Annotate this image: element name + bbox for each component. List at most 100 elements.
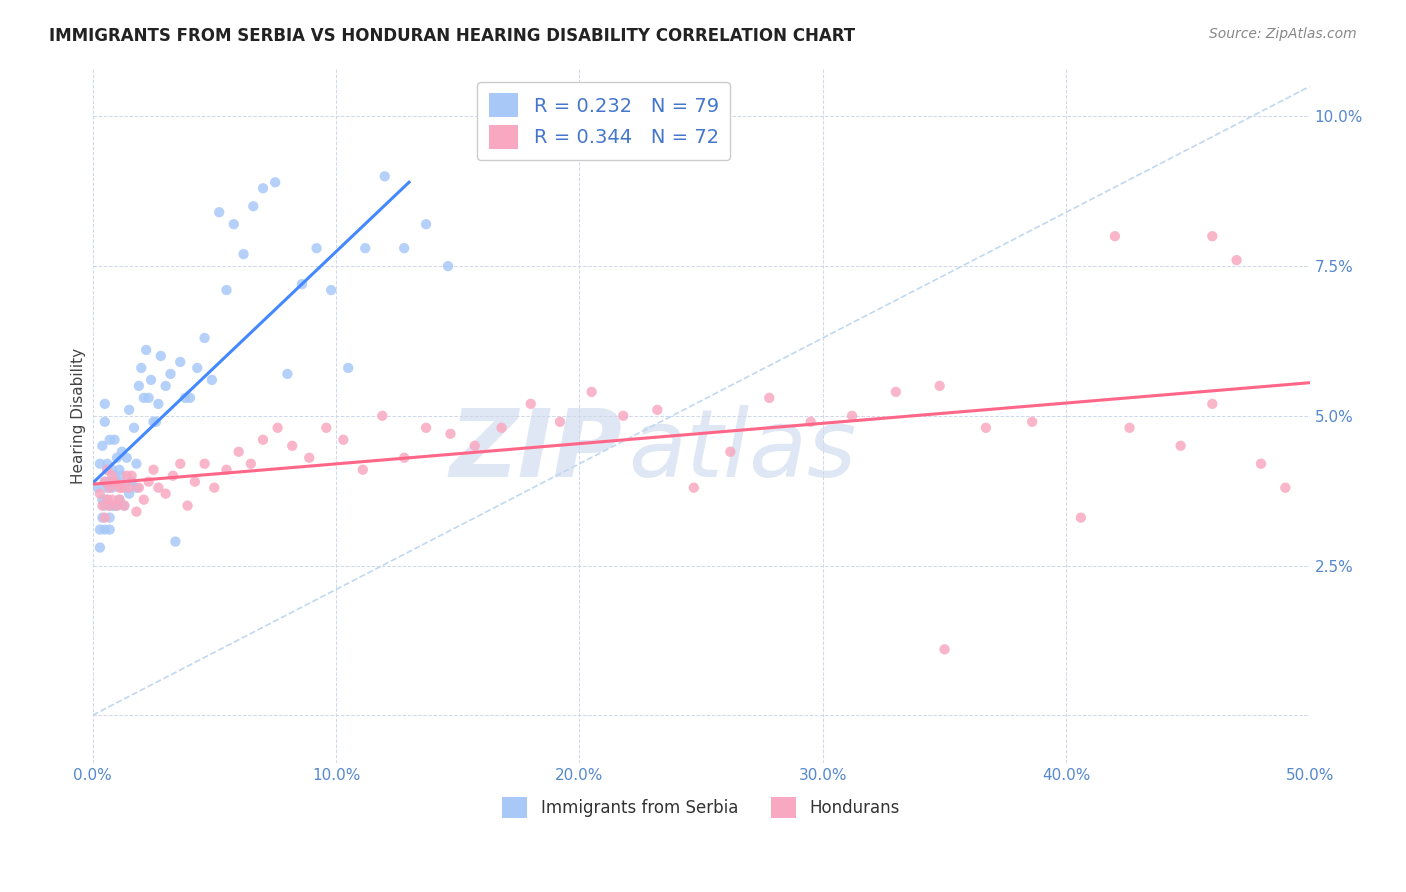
Point (1201, 229, 1223, 244)
Point (437, 259, 460, 273)
Point (612, 409, 634, 423)
Point (682, 481, 704, 495)
Point (1021, 415, 1043, 429)
Point (276, 367, 298, 381)
Point (101, 481, 124, 495)
Point (179, 391, 201, 405)
Point (96, 492, 118, 507)
Point (1250, 457, 1272, 471)
Point (105, 475, 128, 489)
Point (108, 492, 131, 507)
Point (98, 475, 121, 489)
Point (105, 450, 128, 465)
Text: Source: ZipAtlas.com: Source: ZipAtlas.com (1209, 27, 1357, 41)
Point (252, 433, 274, 447)
Point (392, 241, 415, 255)
Point (194, 331, 217, 345)
Point (94, 475, 117, 489)
Point (121, 468, 143, 483)
Point (103, 468, 125, 483)
Point (103, 433, 125, 447)
Point (138, 391, 160, 405)
Point (464, 439, 486, 453)
Point (118, 402, 141, 417)
Point (96, 492, 118, 507)
Point (1201, 397, 1223, 411)
Point (91, 439, 114, 453)
Point (415, 217, 437, 231)
Point (111, 444, 134, 458)
Point (1118, 421, 1140, 435)
Point (201, 373, 224, 387)
Point (101, 463, 124, 477)
Point (94, 475, 117, 489)
Point (125, 457, 148, 471)
Point (132, 492, 155, 507)
Point (142, 415, 165, 429)
Point (142, 463, 165, 477)
Point (159, 367, 181, 381)
Point (155, 486, 177, 500)
Point (96, 463, 118, 477)
Point (934, 642, 956, 657)
Point (96, 463, 118, 477)
Point (98, 499, 121, 513)
Point (176, 499, 198, 513)
Point (439, 426, 461, 441)
Point (108, 492, 131, 507)
Point (91, 492, 114, 507)
Point (96, 481, 118, 495)
Point (174, 391, 197, 405)
Point (884, 384, 907, 399)
Point (252, 181, 274, 195)
Point (169, 457, 191, 471)
Point (111, 481, 134, 495)
Point (1104, 229, 1126, 244)
Point (112, 481, 135, 495)
Point (298, 450, 321, 465)
Point (215, 283, 238, 297)
Point (291, 277, 314, 291)
Point (115, 468, 138, 483)
Point (332, 433, 354, 447)
Point (94, 397, 117, 411)
Point (91, 499, 114, 513)
Point (841, 409, 863, 423)
Text: IMMIGRANTS FROM SERBIA VS HONDURAN HEARING DISABILITY CORRELATION CHART: IMMIGRANTS FROM SERBIA VS HONDURAN HEARI… (49, 27, 855, 45)
Text: ZIP: ZIP (449, 405, 621, 497)
Point (105, 499, 128, 513)
Legend: Immigrants from Serbia, Hondurans: Immigrants from Serbia, Hondurans (495, 790, 907, 824)
Point (202, 481, 225, 495)
Point (354, 241, 377, 255)
Point (208, 205, 231, 219)
Point (222, 217, 245, 231)
Point (169, 355, 191, 369)
Point (315, 421, 337, 435)
Point (89, 523, 111, 537)
Point (1170, 439, 1192, 453)
Point (115, 450, 138, 465)
Point (89, 541, 111, 555)
Point (519, 397, 541, 411)
Point (165, 534, 187, 549)
Point (86, 481, 108, 495)
Point (96, 457, 118, 471)
Point (1070, 510, 1092, 524)
Point (162, 468, 184, 483)
Point (111, 468, 134, 483)
Point (128, 379, 150, 393)
Point (122, 421, 145, 435)
Point (94, 510, 117, 524)
Point (321, 283, 343, 297)
Point (194, 457, 217, 471)
Point (135, 343, 157, 357)
Point (239, 457, 262, 471)
Point (758, 391, 780, 405)
Point (186, 360, 208, 375)
Point (125, 481, 148, 495)
Point (1274, 481, 1296, 495)
Point (1226, 253, 1249, 268)
Point (800, 415, 823, 429)
Point (98, 499, 121, 513)
Point (305, 241, 328, 255)
